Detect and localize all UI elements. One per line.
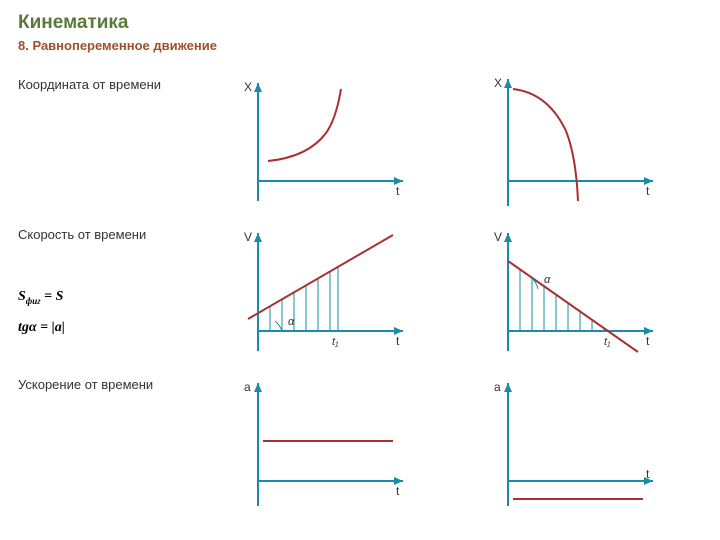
graph-position-right: X t	[458, 71, 698, 221]
alpha-label: α	[288, 316, 295, 328]
y-axis-label: a	[494, 380, 501, 394]
row-label-position: Координата от времени	[18, 71, 198, 221]
alpha-label: α	[544, 274, 551, 286]
y-axis-label: V	[494, 230, 502, 244]
graphs-grid: Координата от времени X t X t Скорость о…	[18, 71, 702, 521]
graph-position-left: X t	[208, 71, 448, 221]
x-axis-label: t	[646, 334, 650, 348]
page-title: Кинематика	[18, 12, 702, 34]
formulas-block: Sфиг = S tgα = |a|	[18, 282, 198, 344]
y-axis-label: X	[494, 76, 502, 90]
page-subtitle: 8. Равнопеременное движение	[18, 38, 702, 53]
formula-area: Sфиг = S	[18, 282, 198, 313]
x-axis-label: t	[646, 184, 650, 198]
t1-label: t₁	[332, 336, 339, 348]
x-axis-label: t	[646, 467, 650, 481]
row-label-acceleration: Ускорение от времени	[18, 371, 198, 521]
y-axis-label: a	[244, 380, 251, 394]
x-axis-label: t	[396, 184, 400, 198]
formula-tangent: tgα = |a|	[18, 313, 198, 344]
row-velocity-cell: Скорость от времени Sфиг = S tgα = |a|	[18, 221, 198, 371]
x-axis-label: t	[396, 484, 400, 498]
graph-accel-left: a t	[208, 371, 448, 521]
t1-label: t₁	[604, 336, 611, 348]
row-label-velocity: Скорость от времени	[18, 221, 198, 242]
graph-velocity-left: α V t₁ t	[208, 221, 448, 371]
graph-accel-right: a t	[458, 371, 698, 521]
y-axis-label: V	[244, 230, 252, 244]
x-axis-label: t	[396, 334, 400, 348]
graph-velocity-right: α V t₁ t	[458, 221, 698, 371]
y-axis-label: X	[244, 80, 252, 94]
